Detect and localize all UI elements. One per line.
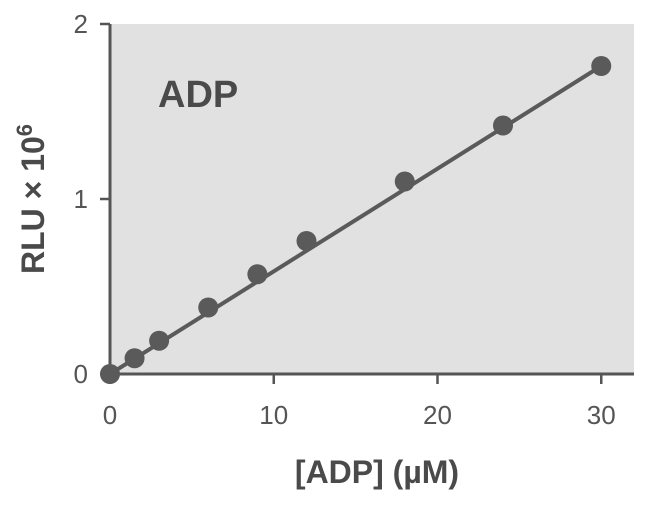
y-axis-title-main: RLU × 10 (15, 136, 51, 274)
y-tick-label: 2 (74, 9, 88, 39)
x-tick-label: 30 (587, 400, 616, 430)
data-point (591, 56, 612, 76)
fit-line (108, 64, 604, 376)
x-axis-title: [ADP] (µM) (295, 454, 459, 490)
y-axis-title: RLU × 106 (12, 124, 51, 274)
x-tick-label: 0 (103, 400, 117, 430)
data-points (100, 56, 612, 384)
data-point (394, 171, 415, 192)
data-point (149, 330, 170, 351)
data-point (124, 348, 145, 369)
x-tick-label: 20 (423, 400, 452, 430)
x-tick-label: 10 (259, 400, 288, 430)
data-point (296, 231, 317, 251)
ticks: 0 10 20 30 0 1 2 (74, 9, 616, 430)
data-point (247, 264, 268, 285)
data-point (198, 297, 219, 318)
y-tick-label: 0 (74, 359, 88, 389)
plot-area (110, 24, 634, 374)
fit-line-layer (108, 64, 604, 376)
y-axis-title-exponent: 6 (12, 124, 37, 136)
chart-annotation: ADP (158, 74, 238, 116)
y-tick-label: 1 (74, 184, 88, 214)
data-point (100, 364, 120, 384)
data-point (493, 115, 513, 136)
